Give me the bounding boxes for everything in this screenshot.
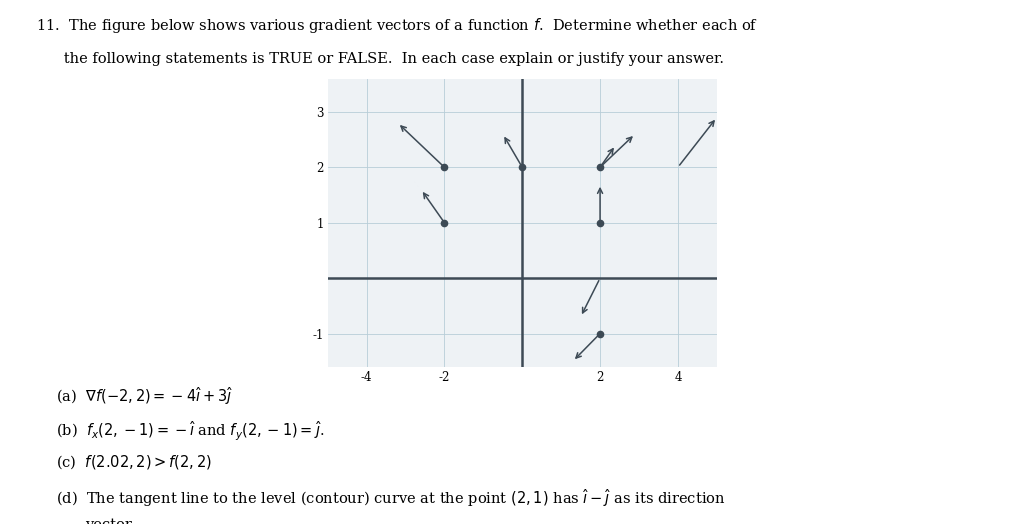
Text: the following statements is TRUE or FALSE.  In each case explain or justify your: the following statements is TRUE or FALS…	[36, 52, 724, 67]
Text: vector.: vector.	[85, 518, 135, 524]
Text: 11.  The figure below shows various gradient vectors of a function $f$.  Determi: 11. The figure below shows various gradi…	[36, 16, 758, 35]
Text: (b)  $f_x(2, -1) = -\hat{\imath}$ and $f_y(2, -1) = \hat{\jmath}$.: (b) $f_x(2, -1) = -\hat{\imath}$ and $f_…	[56, 419, 325, 443]
Text: (a)  $\nabla f(-2, 2) = -4\hat{\imath} + 3\hat{\jmath}$: (a) $\nabla f(-2, 2) = -4\hat{\imath} + …	[56, 385, 233, 407]
Text: (c)  $f(2.02, 2) > f(2, 2)$: (c) $f(2.02, 2) > f(2, 2)$	[56, 453, 212, 471]
Text: (d)  The tangent line to the level (contour) curve at the point $(2, 1)$ has $\h: (d) The tangent line to the level (conto…	[56, 487, 726, 509]
